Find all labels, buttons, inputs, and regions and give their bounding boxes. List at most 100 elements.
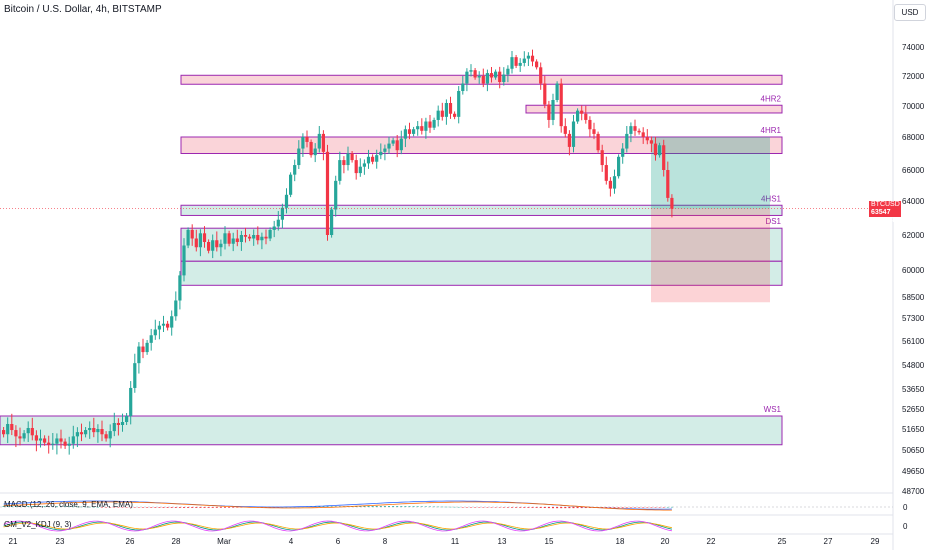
candle-body bbox=[588, 119, 592, 130]
x-tick-label: 28 bbox=[172, 537, 181, 546]
macd-histogram-bar bbox=[642, 507, 645, 508]
candle-body bbox=[18, 436, 22, 439]
macd-histogram-bar bbox=[191, 507, 194, 508]
candle-body bbox=[202, 233, 207, 242]
macd-histogram-bar bbox=[515, 507, 518, 508]
macd-histogram-bar bbox=[498, 507, 501, 508]
candle-body bbox=[219, 243, 223, 248]
macd-histogram-bar bbox=[564, 507, 567, 509]
macd-histogram-bar bbox=[449, 506, 452, 508]
macd-histogram-bar bbox=[404, 506, 407, 507]
candle-body bbox=[637, 130, 641, 133]
candle-body bbox=[432, 119, 436, 128]
candle-body bbox=[137, 346, 141, 364]
macd-histogram-bar bbox=[383, 506, 386, 507]
macd-histogram-bar bbox=[388, 506, 390, 507]
candle-body bbox=[391, 140, 395, 144]
candle-body bbox=[182, 245, 186, 276]
macd-histogram-bar bbox=[429, 506, 431, 508]
candle-body bbox=[600, 150, 604, 166]
candle-body bbox=[338, 160, 342, 181]
candle-body bbox=[260, 236, 264, 241]
macd-histogram-bar bbox=[625, 507, 628, 508]
macd-histogram-bar bbox=[137, 507, 140, 508]
macd-histogram-bar bbox=[228, 507, 231, 508]
candle-body bbox=[170, 316, 174, 328]
candle-body bbox=[223, 233, 227, 244]
candle-body bbox=[498, 71, 502, 82]
macd-histogram-bar bbox=[203, 507, 206, 508]
candle-body bbox=[535, 61, 539, 68]
candle-body bbox=[243, 235, 248, 237]
x-tick-label: 27 bbox=[824, 537, 833, 546]
macd-histogram-bar bbox=[310, 506, 313, 508]
macd-histogram-bar bbox=[187, 507, 190, 508]
macd-histogram-bar bbox=[461, 507, 464, 508]
macd-histogram-bar bbox=[392, 506, 395, 507]
macd-histogram-bar bbox=[47, 506, 50, 507]
candle-body bbox=[14, 430, 18, 437]
macd-histogram-bar bbox=[511, 507, 513, 508]
macd-histogram-bar bbox=[72, 506, 75, 508]
macd-histogram-bar bbox=[150, 507, 153, 508]
candle-body bbox=[539, 67, 543, 84]
macd-histogram-bar bbox=[523, 507, 526, 508]
candle-body bbox=[112, 423, 116, 432]
candle-body bbox=[289, 174, 293, 195]
macd-histogram-bar bbox=[396, 506, 399, 507]
candle-body bbox=[116, 423, 120, 425]
candle-body bbox=[465, 71, 469, 84]
candle-body bbox=[301, 137, 305, 149]
macd-histogram-bar bbox=[10, 506, 13, 507]
macd-histogram-bar bbox=[576, 507, 579, 509]
macd-histogram-bar bbox=[64, 506, 67, 507]
candle-body bbox=[448, 103, 453, 114]
macd-label[interactable]: MACD (12, 26, close, 9, EMA, EMA) bbox=[4, 500, 133, 509]
macd-histogram-bar bbox=[412, 506, 415, 507]
candle-body bbox=[207, 242, 211, 251]
position-stop-area bbox=[651, 208, 770, 303]
macd-histogram-bar bbox=[445, 506, 448, 508]
macd-histogram-bar bbox=[572, 507, 575, 509]
candle-body bbox=[34, 435, 38, 441]
macd-histogram-bar bbox=[14, 506, 17, 507]
candle-body bbox=[502, 74, 506, 82]
candle-body bbox=[145, 342, 149, 353]
zone-ws1 bbox=[0, 415, 783, 446]
candle-body bbox=[506, 68, 510, 75]
y-tick-label: 49650 bbox=[902, 467, 925, 476]
macd-histogram-bar bbox=[334, 506, 337, 507]
macd-histogram-bar bbox=[88, 506, 91, 508]
chart-title: Bitcoin / U.S. Dollar, 4h, BITSTAMP bbox=[4, 4, 162, 15]
candle-body bbox=[59, 438, 63, 442]
macd-histogram-bar bbox=[215, 507, 218, 508]
candle-body bbox=[658, 145, 662, 156]
macd-histogram-bar bbox=[408, 506, 411, 507]
macd-histogram-bar bbox=[142, 507, 144, 508]
candle-body bbox=[358, 166, 362, 174]
macd-histogram-bar bbox=[92, 506, 95, 508]
macd-histogram-bar bbox=[96, 506, 99, 508]
zone-unnamed-5 bbox=[180, 260, 783, 286]
macd-histogram-bar bbox=[133, 507, 136, 508]
candle-body bbox=[149, 335, 153, 343]
macd-histogram-bar bbox=[584, 507, 587, 509]
candle-body bbox=[248, 236, 252, 239]
currency-button[interactable]: USD bbox=[894, 4, 926, 21]
macd-histogram-bar bbox=[322, 506, 325, 507]
macd-histogram-bar bbox=[465, 507, 468, 508]
price-tag-value: 63547 bbox=[871, 209, 891, 216]
macd-histogram-bar bbox=[211, 507, 214, 508]
candle-body bbox=[518, 62, 522, 66]
kdj-label[interactable]: GM_V2_KDJ (9, 3) bbox=[4, 520, 72, 529]
macd-histogram-bar bbox=[166, 507, 169, 508]
zone-4hs1 bbox=[180, 204, 783, 216]
macd-histogram-bar bbox=[6, 506, 9, 507]
candle-body bbox=[178, 275, 182, 301]
candle-body bbox=[629, 126, 633, 134]
candle-body bbox=[514, 57, 518, 66]
macd-histogram-bar bbox=[154, 507, 157, 508]
macd-histogram-bar bbox=[68, 506, 71, 508]
macd-histogram-bar bbox=[236, 507, 239, 508]
